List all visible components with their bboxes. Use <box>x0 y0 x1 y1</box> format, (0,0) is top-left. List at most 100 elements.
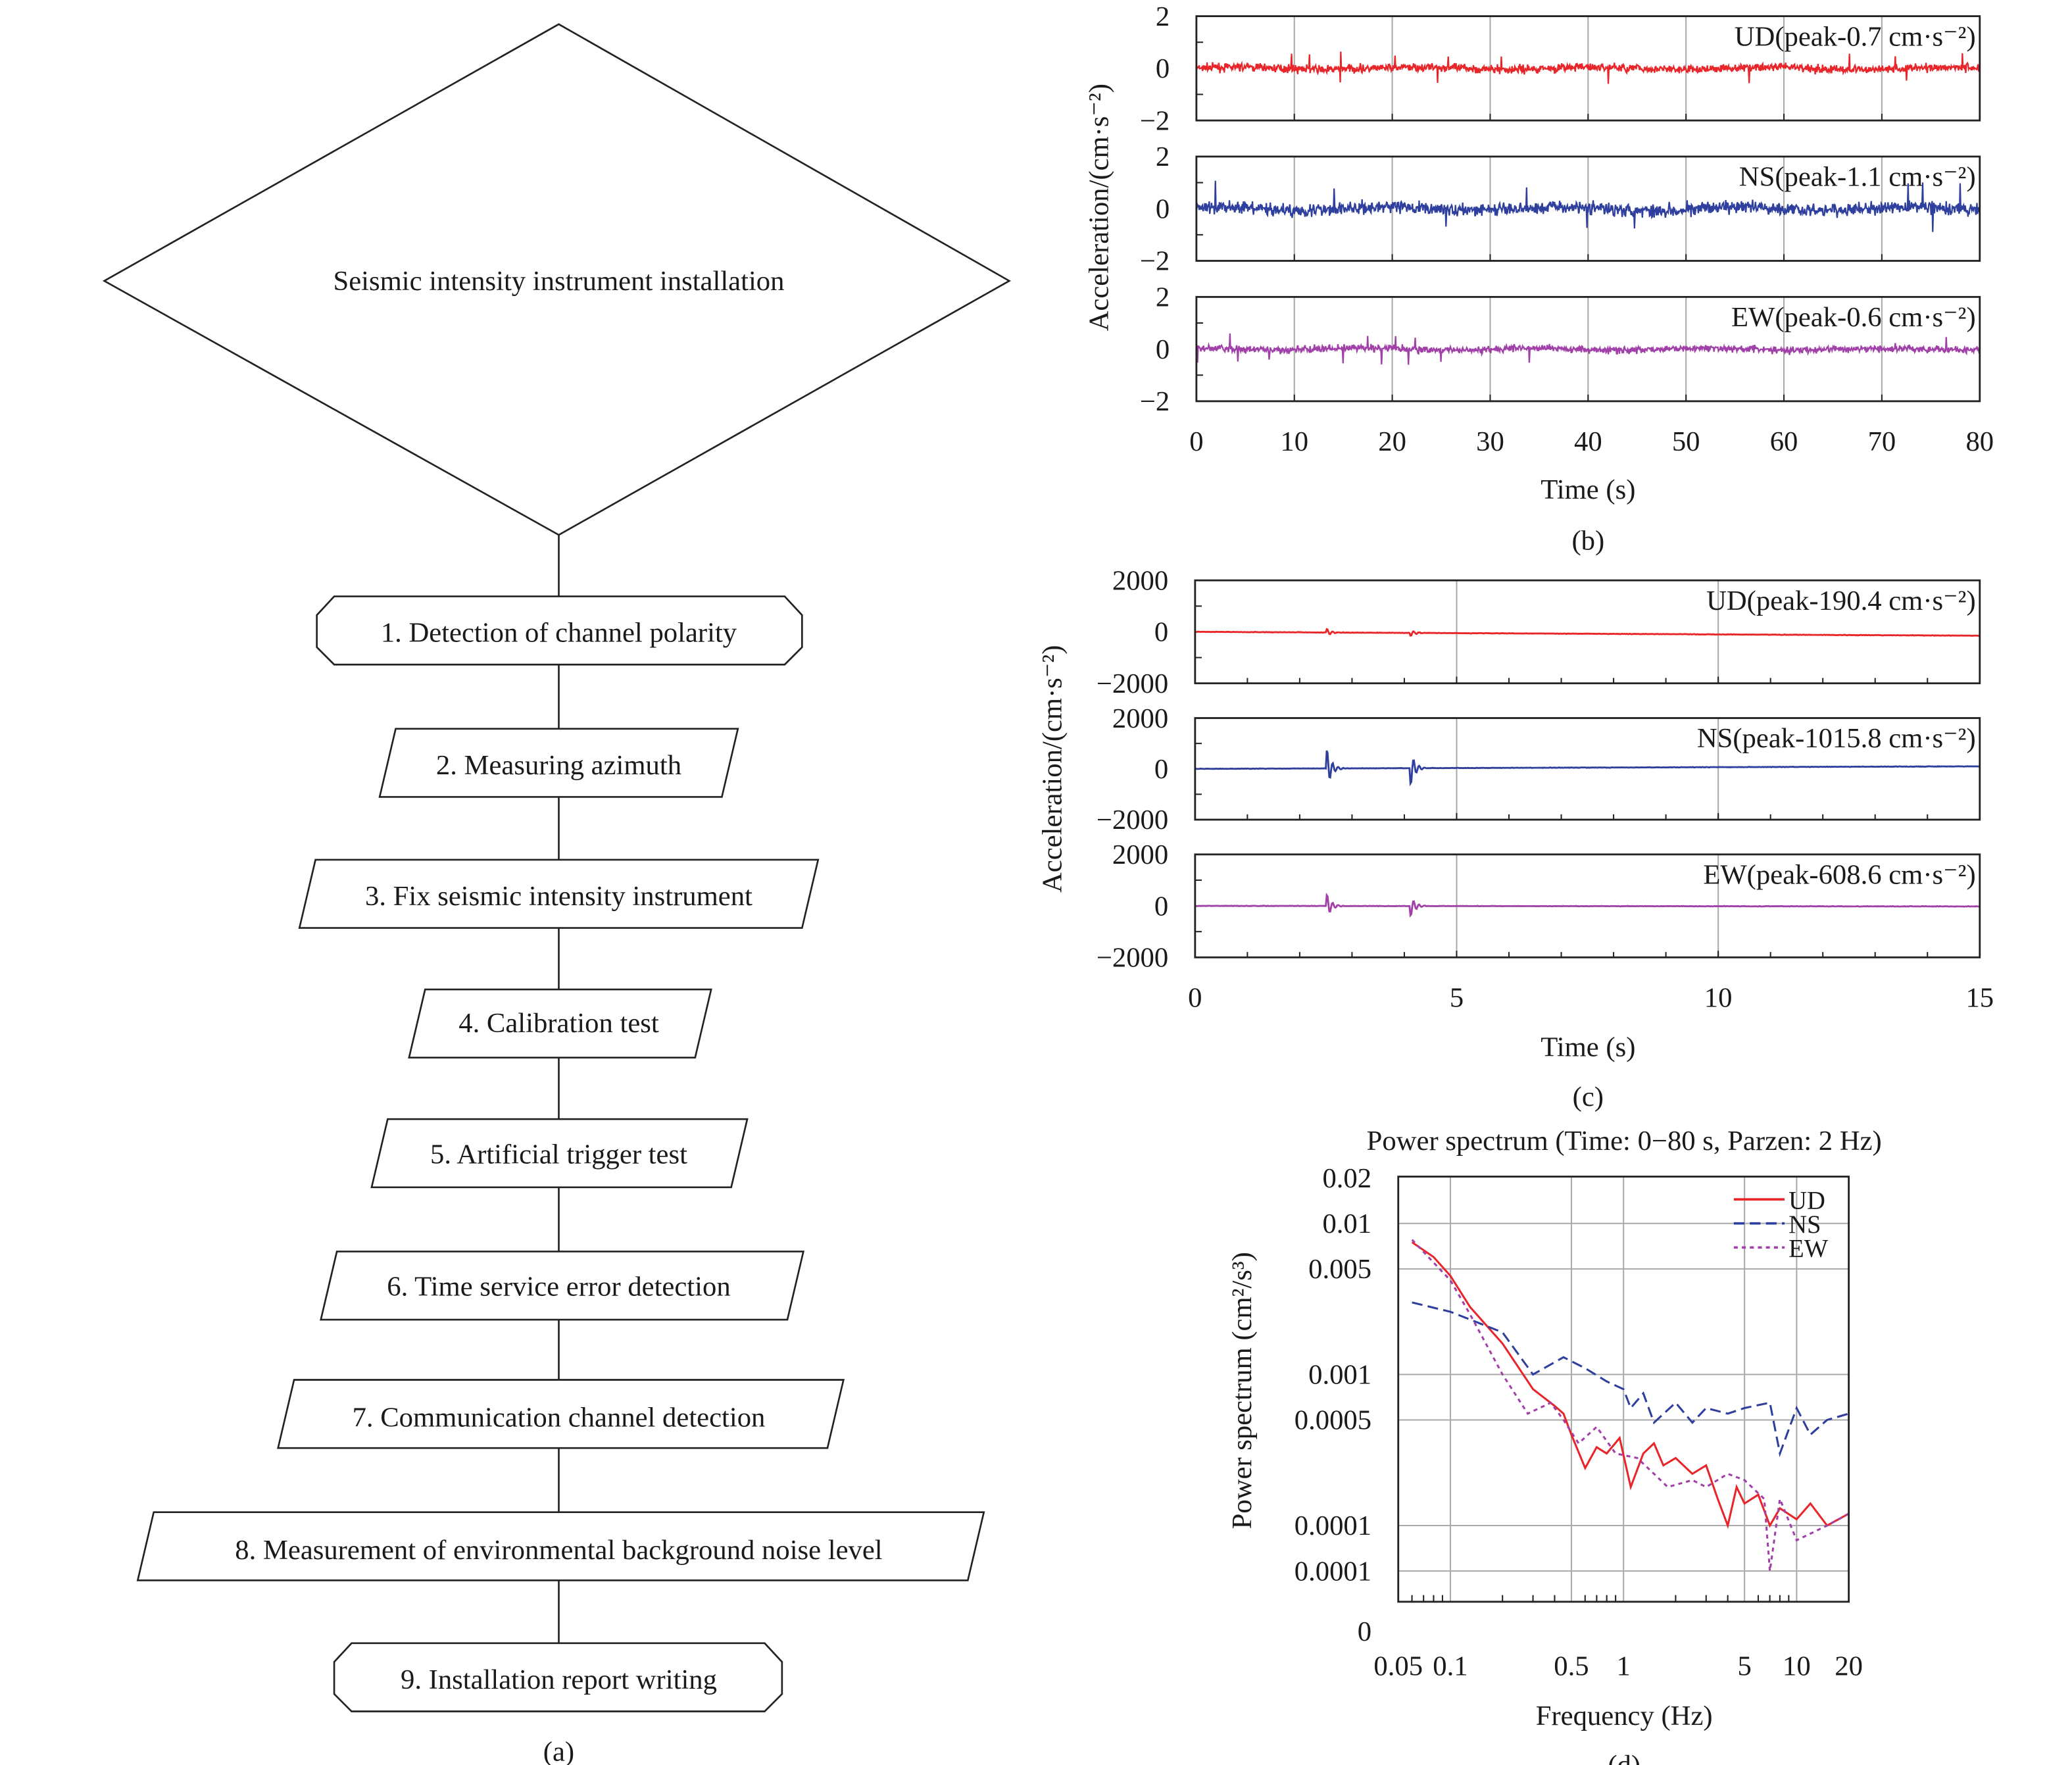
y-tick-label: 0 <box>1156 193 1170 224</box>
series-label-UD: UD(peak-0.7 cm·s⁻²) <box>1735 21 1976 52</box>
y-tick-label: 0 <box>1156 334 1170 365</box>
caption-d: (d) <box>1608 1750 1640 1765</box>
step-3-box <box>298 858 820 929</box>
panel-d-ylabel: Power spectrum (cm²/s³) <box>1227 1252 1258 1529</box>
step-1-box <box>316 595 803 666</box>
y-tick-label: 0.0005 <box>1295 1405 1371 1436</box>
step-4-label: 4. Calibration test <box>458 1008 659 1039</box>
x-tick-label: 50 <box>1672 426 1700 457</box>
series-label-EW: EW(peak-0.6 cm·s⁻²) <box>1731 302 1976 333</box>
step-2-box <box>378 728 739 798</box>
x-tick-label: 0 <box>1189 426 1203 457</box>
y-tick-label: 0.01 <box>1322 1208 1371 1239</box>
trace-EW <box>1195 892 1980 918</box>
plot-frame <box>1194 579 1981 685</box>
x-tick-label: 15 <box>1965 983 1994 1014</box>
plot-frame <box>1194 717 1981 821</box>
x-tick-label: 80 <box>1965 426 1994 457</box>
panel-b-ylabel: Acceleration/(cm·s⁻²) <box>1084 84 1115 331</box>
plot-frame <box>1195 15 1981 122</box>
y-tick-label: 0.001 <box>1308 1360 1371 1391</box>
y-tick-label: −2000 <box>1097 943 1168 974</box>
x-tick-label: 5 <box>1450 983 1464 1014</box>
decision-diamond <box>102 23 1012 536</box>
y-tick-label: −2000 <box>1097 805 1168 835</box>
x-tick-label: 60 <box>1770 426 1798 457</box>
spectrum-UD <box>1411 1241 1850 1529</box>
x-tick-label: 0.05 <box>1373 1651 1423 1682</box>
y-tick-label: 2000 <box>1112 703 1168 734</box>
step-7-box <box>277 1379 845 1449</box>
spectrum-NS <box>1412 1301 1850 1458</box>
y-tick-label: 0 <box>1154 754 1168 785</box>
caption-b: (b) <box>1571 525 1604 556</box>
step-8-label: 8. Measurement of environmental backgrou… <box>235 1535 882 1566</box>
x-tick-label: 0.5 <box>1554 1651 1589 1682</box>
step-9-box <box>333 1642 783 1712</box>
series-label-EW: EW(peak-608.6 cm·s⁻²) <box>1703 860 1975 891</box>
series-label-UD: UD(peak-190.4 cm·s⁻²) <box>1706 585 1976 616</box>
y-tick-label: 0.0001 <box>1295 1556 1371 1587</box>
y-tick-label: −2000 <box>1097 668 1168 699</box>
panel-d-title: Power spectrum (Time: 0−80 s, Parzen: 2 … <box>1367 1126 1882 1156</box>
x-tick-label: 10 <box>1280 426 1308 457</box>
caption-a: (a) <box>543 1737 574 1765</box>
x-tick-label: 5 <box>1737 1651 1751 1682</box>
step-3-label: 3. Fix seismic intensity instrument <box>365 881 752 912</box>
trace-NS <box>1195 180 1981 232</box>
trace-EW <box>1195 333 1981 365</box>
y-tick-label: −2 <box>1140 105 1170 136</box>
x-tick-label: 0.1 <box>1433 1651 1468 1682</box>
x-tick-label: 0 <box>1188 983 1202 1014</box>
panel-d-xlabel: Frequency (Hz) <box>1536 1701 1713 1731</box>
y-tick-label: 2000 <box>1112 839 1168 870</box>
y-tick-label: 0 <box>1154 891 1168 922</box>
y-tick-label: 2 <box>1156 141 1170 172</box>
plot-frame <box>1397 1176 1850 1603</box>
step-1-label: 1. Detection of channel polarity <box>381 618 737 649</box>
x-tick-label: 30 <box>1476 426 1504 457</box>
plot-frame <box>1195 155 1981 262</box>
step-6-box <box>320 1251 805 1321</box>
panel-c-xlabel: Time (s) <box>1541 1032 1635 1063</box>
x-tick-label: 40 <box>1574 426 1602 457</box>
step-8-box <box>136 1511 985 1581</box>
panel-b: UD(peak-0.7 cm·s⁻²)20−2NS(peak-1.1 cm·s⁻… <box>1140 1 1994 457</box>
x-tick-label: 10 <box>1783 1651 1811 1682</box>
y-tick-label: 0.02 <box>1322 1163 1371 1194</box>
step-6-label: 6. Time service error detection <box>387 1271 730 1302</box>
x-tick-label: 70 <box>1868 426 1896 457</box>
plot-frame <box>1195 295 1981 403</box>
series-label-NS: NS(peak-1015.8 cm·s⁻²) <box>1697 723 1976 754</box>
panel-c: UD(peak-190.4 cm·s⁻²) 2000 0 −2000 NS(peak-1… <box>1097 565 1994 1013</box>
y-tick-label: −2 <box>1140 246 1170 277</box>
panel-b-xlabel: Time (s) <box>1541 474 1635 505</box>
y-tick-label: 0.005 <box>1308 1254 1371 1285</box>
y-tick-label: 0 <box>1156 53 1170 84</box>
legend-label-UD: UD <box>1788 1187 1825 1214</box>
trace-NS <box>1195 750 1980 787</box>
x-tick-label: 1 <box>1617 1651 1631 1682</box>
y-tick-label: 0.0001 <box>1295 1510 1371 1541</box>
panel-c-ylabel: Acceleration/(cm·s⁻²) <box>1037 645 1068 893</box>
spectrum-EW <box>1411 1239 1850 1572</box>
plot-frame <box>1194 853 1981 958</box>
series-label-NS: NS(peak-1.1 cm·s⁻²) <box>1739 162 1976 193</box>
caption-c: (c) <box>1573 1081 1604 1112</box>
flowchart: Seismic intensity instrument installatio… <box>102 23 1012 1765</box>
trace-UD <box>1195 628 1981 637</box>
y-tick-label: −2 <box>1140 386 1170 417</box>
trace-UD <box>1195 51 1981 84</box>
step-5-box <box>370 1118 749 1189</box>
step-5-label: 5. Artificial trigger test <box>430 1139 687 1170</box>
x-tick-label: 20 <box>1378 426 1406 457</box>
y-tick-label: 2 <box>1156 1 1170 32</box>
x-tick-label: 10 <box>1704 983 1733 1014</box>
step-9-label: 9. Installation report writing <box>401 1664 717 1695</box>
x-tick-label: 20 <box>1835 1651 1863 1682</box>
y-tick-label: 2000 <box>1112 565 1168 596</box>
y-tick-label: 0 <box>1154 617 1168 648</box>
legend-label-EW: EW <box>1788 1235 1829 1263</box>
